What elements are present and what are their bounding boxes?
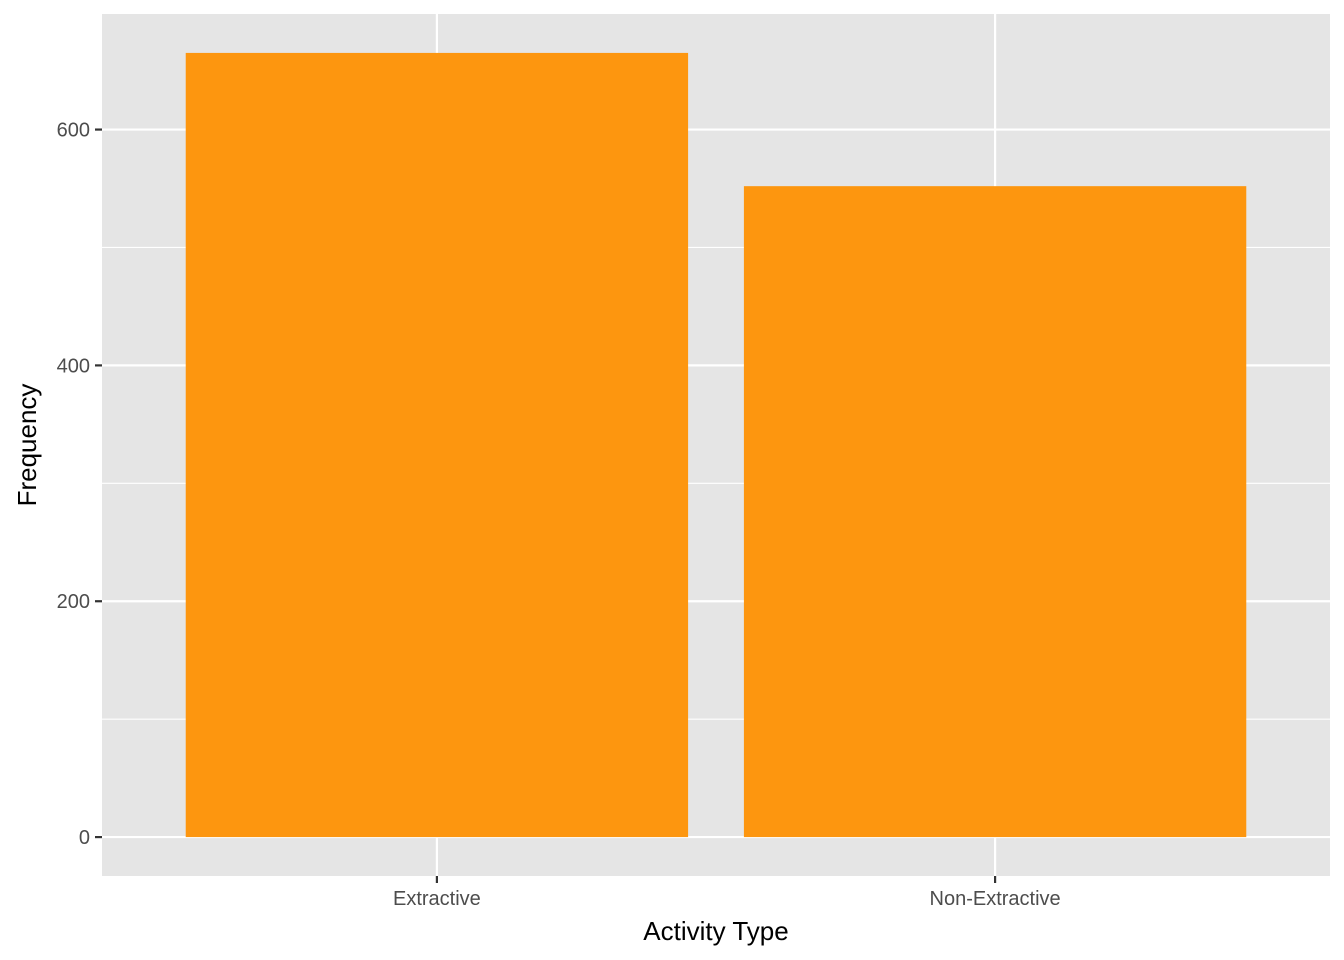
x-tick-label: Non-Extractive bbox=[930, 888, 1061, 910]
x-axis-title: Activity Type bbox=[643, 916, 788, 946]
y-tick-label: 400 bbox=[57, 355, 90, 377]
x-axis: Extractive Non-Extractive bbox=[393, 876, 1061, 910]
bar-non-extractive bbox=[743, 186, 1247, 838]
y-tick-label: 0 bbox=[79, 827, 90, 849]
bar-extractive bbox=[185, 52, 689, 838]
x-tick-label: Extractive bbox=[393, 888, 481, 910]
y-axis: 0 200 400 600 bbox=[57, 120, 102, 849]
y-axis-title: Frequency bbox=[12, 384, 42, 507]
y-tick-label: 600 bbox=[57, 120, 90, 142]
y-tick-label: 200 bbox=[57, 591, 90, 613]
bars bbox=[185, 52, 1247, 838]
